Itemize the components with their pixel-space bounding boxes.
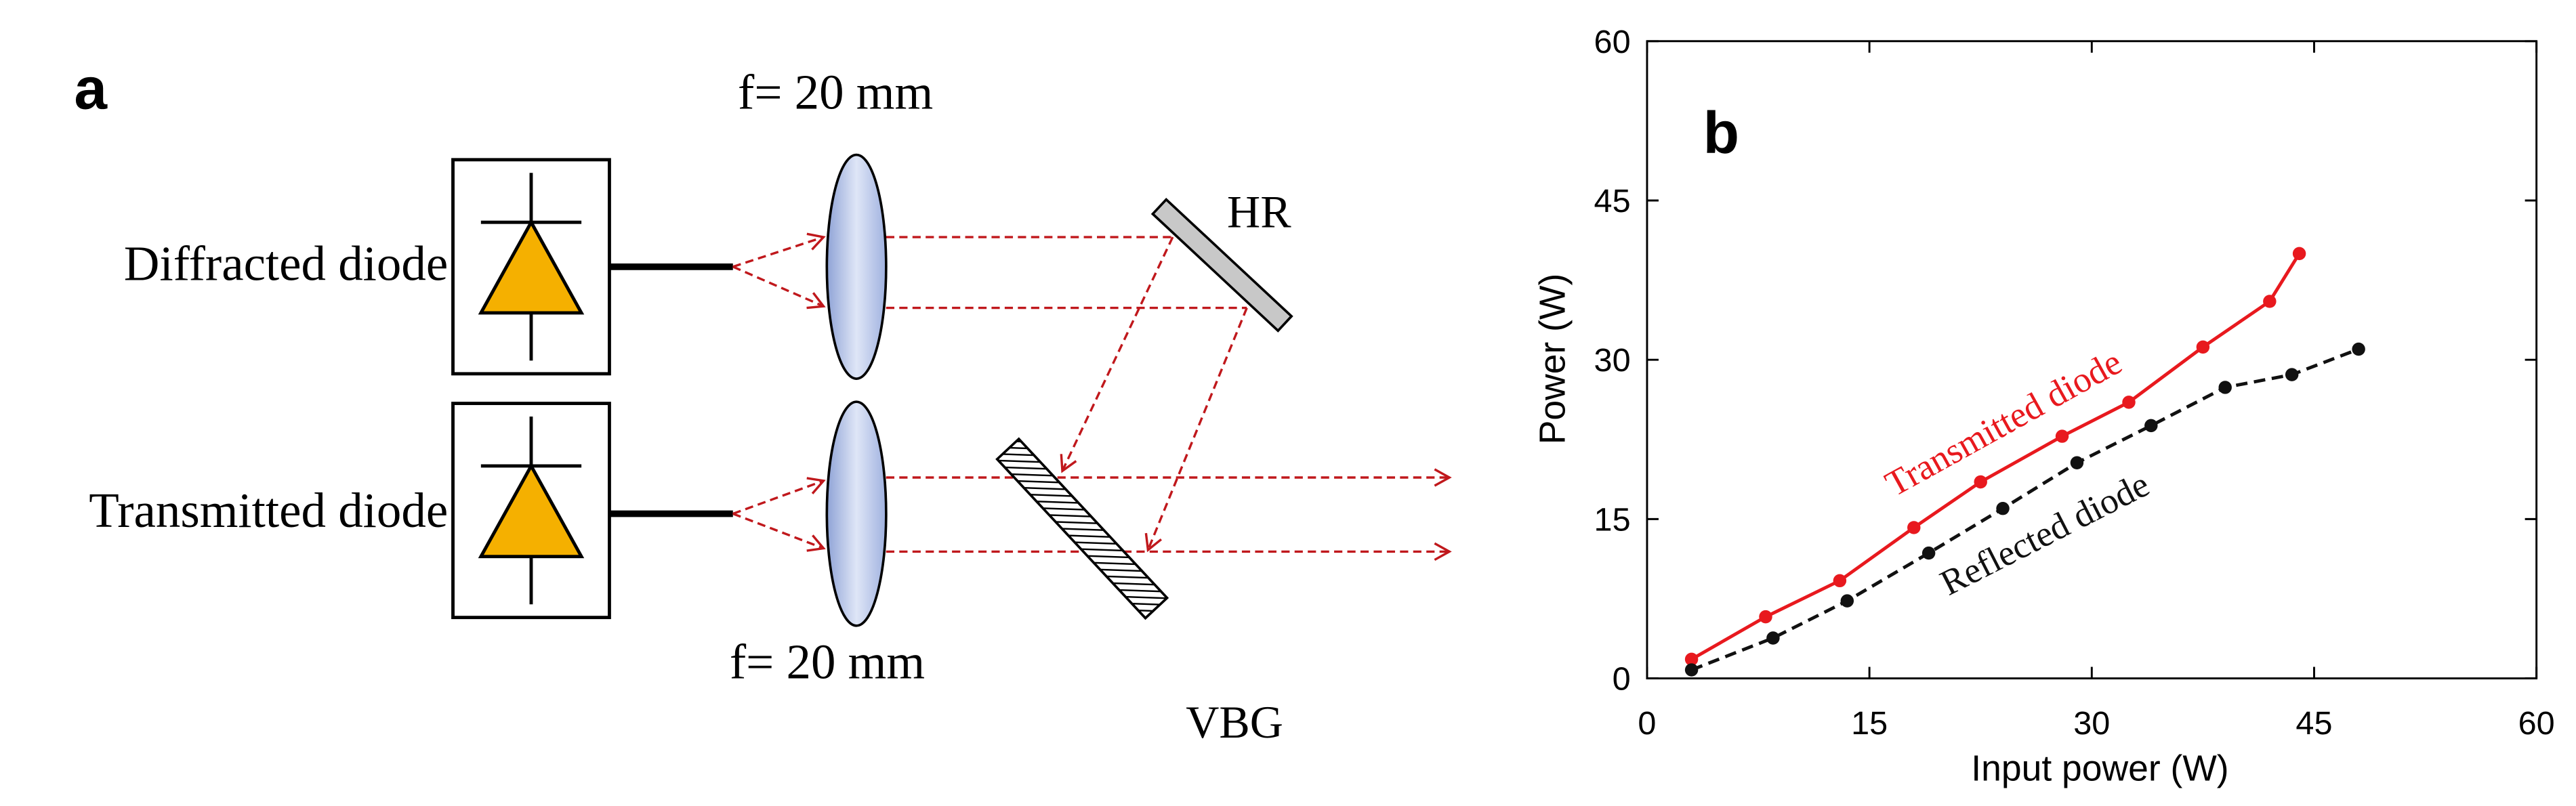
diode <box>453 160 610 374</box>
y-tick-label: 45 <box>1594 183 1631 219</box>
x-tick-label: 30 <box>2073 705 2110 742</box>
x-tick-label: 45 <box>2295 705 2332 742</box>
source-label: Diffracted diode <box>124 236 448 291</box>
x-axis-label: Input power (W) <box>1971 748 2228 788</box>
data-point <box>1759 610 1772 624</box>
mirror-label: HR <box>1227 186 1291 237</box>
data-point <box>1684 663 1699 677</box>
x-tick-label: 0 <box>1638 705 1656 742</box>
series-line <box>1690 347 2359 672</box>
data-point <box>2196 340 2210 354</box>
x-tick-label: 60 <box>2518 705 2555 742</box>
data-point <box>2055 429 2069 443</box>
data-point <box>2292 247 2306 261</box>
data-point <box>1996 501 2010 515</box>
data-point <box>2285 368 2299 381</box>
y-tick-label: 0 <box>1613 661 1631 698</box>
data-point <box>1833 574 1847 588</box>
hr-mirror <box>1150 197 1293 333</box>
y-tick-label: 30 <box>1594 342 1631 379</box>
grating-label: VBG <box>1186 696 1283 748</box>
lens <box>825 153 888 380</box>
lens <box>825 400 888 627</box>
panel-label: a <box>74 55 108 121</box>
data-point <box>1766 631 1780 645</box>
data-point <box>1907 521 1921 534</box>
data-point <box>2144 419 2158 433</box>
y-axis-label: Power (W) <box>1533 274 1573 445</box>
data-point <box>1974 475 1987 489</box>
lens-label: f= 20 mm <box>730 635 925 690</box>
data-point <box>2070 456 2084 470</box>
source-label: Transmitted diode <box>89 483 448 538</box>
panel-label: b <box>1703 100 1739 166</box>
lens-label: f= 20 mm <box>738 64 933 119</box>
rays <box>732 232 1452 561</box>
y-tick-label: 15 <box>1594 501 1631 538</box>
data-point <box>1684 652 1699 666</box>
data-point <box>2122 396 2136 409</box>
y-tick-label: 60 <box>1594 24 1631 60</box>
data-point <box>1840 594 1854 608</box>
data-point <box>2263 295 2277 308</box>
x-tick-label: 15 <box>1851 705 1888 742</box>
series-line <box>1690 253 2301 661</box>
diode <box>453 404 610 618</box>
data-point <box>2352 342 2365 356</box>
data-point <box>2218 381 2232 394</box>
vbg <box>995 437 1169 620</box>
data-point <box>1921 546 1936 560</box>
